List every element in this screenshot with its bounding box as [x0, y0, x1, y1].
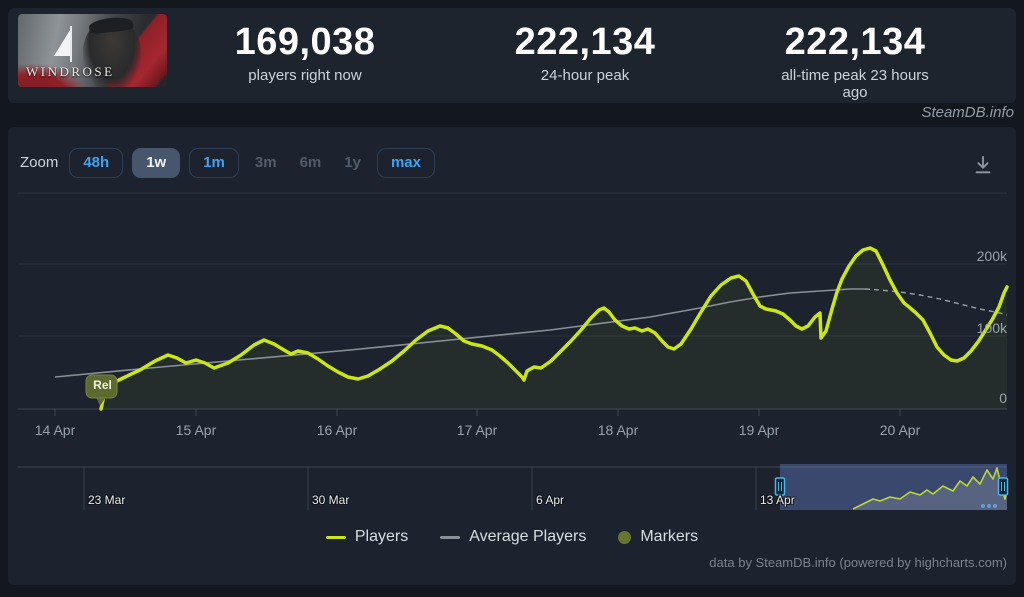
chart-panel: Zoom 48h 1w 1m 3m 6m 1y max: [8, 127, 1016, 585]
navigator-label-13apr: 13 Apr: [760, 493, 795, 507]
capsule-game-title: WINDROSE: [26, 64, 115, 79]
average-line-swatch: [440, 535, 461, 539]
navigator-label-23mar: 23 Mar: [88, 493, 126, 507]
legend-average-players-label: Average Players: [469, 528, 587, 545]
zoom-button-1y: 1y: [337, 148, 368, 178]
navigator-label-30mar: 30 Mar: [312, 493, 350, 507]
zoom-label: Zoom: [20, 154, 59, 171]
zoom-toolbar: Zoom 48h 1w 1m 3m 6m 1y max: [20, 146, 435, 179]
x-axis-label-17apr: 17 Apr: [456, 422, 498, 438]
stat-players-now-label: players right now: [248, 66, 362, 84]
chart-credits-link[interactable]: data by SteamDB.info (powered by highcha…: [709, 555, 1007, 570]
capsule-ship-sail: [54, 30, 70, 56]
players-line-swatch: [325, 535, 346, 539]
y-axis-label-200k: 200k: [976, 248, 1007, 264]
navigator-series-line: [852, 467, 1008, 510]
zoom-button-max[interactable]: max: [376, 147, 435, 178]
release-marker-label[interactable]: Rel: [93, 378, 112, 392]
x-axis-label-18apr: 18 Apr: [597, 422, 639, 438]
game-capsule-image: WINDROSE: [18, 14, 167, 87]
navigator-series-area: [853, 468, 1007, 510]
zoom-button-1w[interactable]: 1w: [132, 147, 181, 178]
zoom-button-6m: 6m: [293, 148, 329, 178]
y-gridlines: [18, 192, 1007, 337]
legend-markers-label: Markers: [640, 528, 699, 545]
x-axis-label-20apr: 20 Apr: [879, 422, 921, 438]
x-axis-label-19apr: 19 Apr: [738, 422, 780, 438]
zoom-button-3m: 3m: [248, 148, 284, 178]
stat-24h-peak-value: 222,134: [514, 21, 656, 63]
legend-item-players[interactable]: Players: [325, 528, 409, 546]
legend-players-label: Players: [354, 528, 409, 545]
navigator-ellipsis-icon[interactable]: [981, 504, 997, 508]
y-axis-label-0: 0: [999, 390, 1007, 406]
stat-players-now-value: 169,038: [234, 21, 376, 63]
x-axis-label-15apr: 15 Apr: [175, 422, 217, 438]
stat-alltime-peak-value: 222,134: [784, 21, 926, 63]
x-axis-label-16apr: 16 Apr: [316, 422, 358, 438]
capsule-ship-mast: [70, 26, 72, 62]
stat-alltime-peak-label: all-time peak 23 hours ago: [781, 66, 929, 101]
download-icon[interactable]: [972, 154, 994, 176]
x-axis-line: [18, 408, 1007, 416]
stat-24h-peak-label: 24-hour peak: [540, 66, 630, 84]
navigator-label-6apr: 6 Apr: [536, 493, 565, 507]
navigator-right-handle[interactable]: [997, 477, 1009, 496]
x-axis-label-14apr: 14 Apr: [34, 422, 76, 438]
game-header-panel: WINDROSE 169,038 players right now 222,1…: [8, 8, 1016, 103]
navigator[interactable]: [18, 464, 1009, 510]
steamdb-watermark-link[interactable]: SteamDB.info: [921, 104, 1014, 121]
capsule-red-swirl-art: [18, 63, 88, 87]
players-chart-plot-area[interactable]: [8, 127, 1016, 585]
chart-legend: Players Average Players Markers: [8, 528, 1016, 546]
stat-players-now: 169,038 players right now: [234, 21, 376, 84]
zoom-button-48h[interactable]: 48h: [69, 147, 124, 178]
zoom-button-1m[interactable]: 1m: [189, 147, 239, 178]
legend-item-average-players[interactable]: Average Players: [440, 528, 586, 546]
y-axis-label-100k: 100k: [976, 320, 1007, 336]
legend-item-markers[interactable]: Markers: [618, 528, 698, 546]
navigator-left-handle[interactable]: [774, 477, 786, 496]
average-players-projection-dashed: [864, 288, 1008, 316]
stat-24h-peak: 222,134 24-hour peak: [514, 21, 656, 84]
markers-swatch: [618, 530, 632, 544]
navigator-selection-mask[interactable]: [780, 464, 1007, 510]
navigator-week-gridlines: [83, 467, 757, 510]
stat-alltime-peak: 222,134 all-time peak 23 hours ago: [775, 21, 936, 101]
players-line: [99, 246, 1009, 411]
players-area-fill: [101, 248, 1007, 409]
release-marker-flag[interactable]: [85, 374, 118, 406]
average-players-line: [54, 288, 865, 378]
